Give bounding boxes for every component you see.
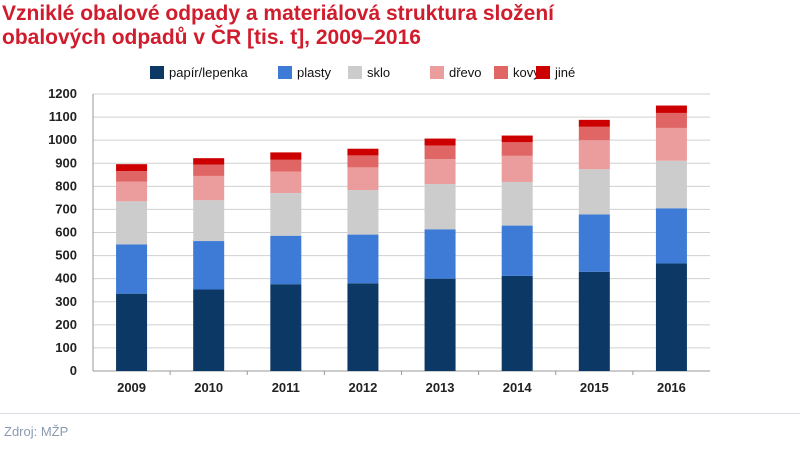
- x-tick-label: 2010: [194, 380, 223, 395]
- legend-label: papír/lepenka: [169, 65, 249, 80]
- bar-segment-sklo: [116, 201, 148, 245]
- bar-segment-papír/lepenka: [270, 284, 302, 371]
- legend-swatch: [494, 66, 508, 79]
- chart-title: Vzniklé obalové odpady a materiálová str…: [2, 2, 554, 50]
- bar-segment-sklo: [270, 193, 302, 236]
- legend-label: plasty: [297, 65, 331, 80]
- bar-segment-dřevo: [116, 181, 148, 202]
- bar-segment-sklo: [578, 169, 610, 215]
- legend-swatch: [536, 66, 550, 79]
- bar-segment-kovy: [347, 155, 379, 168]
- divider: [0, 413, 800, 414]
- bar-segment-dřevo: [270, 171, 302, 194]
- bar-segment-jiné: [655, 105, 687, 113]
- bar-segment-dřevo: [193, 175, 225, 201]
- title-line-1: Vzniklé obalové odpady a materiálová str…: [2, 2, 555, 25]
- y-tick-label: 300: [55, 294, 77, 309]
- bar-segment-jiné: [270, 152, 302, 160]
- legend-swatch: [348, 66, 362, 79]
- bar-segment-papír/lepenka: [424, 278, 456, 371]
- bar-segment-jiné: [193, 158, 225, 165]
- bar-segment-dřevo: [501, 155, 533, 182]
- bar-segment-plasty: [347, 234, 379, 284]
- x-tick-label: 2016: [657, 380, 686, 395]
- legend-label: sklo: [367, 65, 390, 80]
- bar-segment-plasty: [655, 208, 687, 264]
- legend-label: kovy: [513, 65, 540, 80]
- x-tick-label: 2012: [348, 380, 377, 395]
- stacked-bar-chart: 0 100 200 300 400 500 600 700 800 900 1000 1100 1200…: [48, 65, 710, 395]
- bar-segment-sklo: [655, 160, 687, 209]
- bar-segment-dřevo: [347, 167, 379, 191]
- bar-segment-kovy: [578, 126, 610, 141]
- bar-segment-sklo: [193, 200, 225, 242]
- bar-segment-jiné: [501, 135, 533, 143]
- bar-segment-plasty: [116, 244, 148, 294]
- y-tick-label: 200: [55, 317, 77, 332]
- bar-segment-sklo: [347, 190, 379, 235]
- y-tick-label: 700: [55, 201, 77, 216]
- legend-swatch: [430, 66, 444, 79]
- bar-segment-plasty: [193, 241, 225, 290]
- y-tick-label: 800: [55, 178, 77, 193]
- y-tick-label: 400: [55, 271, 77, 286]
- y-tick-label: 1100: [49, 109, 77, 124]
- bar-segment-papír/lepenka: [655, 263, 687, 371]
- legend-swatch: [150, 66, 164, 79]
- legend-swatch: [278, 66, 292, 79]
- bar-segment-kovy: [655, 112, 687, 128]
- bar-segment-papír/lepenka: [347, 283, 379, 371]
- x-tick-label: 2011: [272, 380, 300, 395]
- bar-segment-papír/lepenka: [501, 275, 533, 371]
- bar-segment-kovy: [116, 171, 148, 182]
- bar-segment-plasty: [501, 225, 533, 276]
- legend-label: jiné: [554, 65, 575, 80]
- bar-segment-papír/lepenka: [116, 293, 148, 371]
- y-tick-label: 600: [55, 225, 77, 240]
- y-tick-label: 100: [55, 340, 77, 355]
- y-tick-label: 1000: [48, 132, 77, 147]
- x-tick-label: 2013: [426, 380, 455, 395]
- y-tick-label: 500: [55, 248, 77, 263]
- bar-segment-jiné: [424, 138, 456, 146]
- bar-segment-dřevo: [424, 159, 456, 185]
- x-tick-label: 2014: [503, 380, 533, 395]
- bar-segment-kovy: [501, 142, 533, 156]
- bar-segment-dřevo: [578, 140, 610, 170]
- y-tick-label: 0: [70, 363, 77, 378]
- bar-segment-sklo: [501, 181, 533, 226]
- title-line-2: obalových odpadů v ČR [tis. t], 2009–201…: [2, 26, 421, 49]
- bar-segment-plasty: [578, 214, 610, 272]
- bar-segment-papír/lepenka: [193, 289, 225, 371]
- y-tick-label: 1200: [48, 86, 77, 101]
- bar-segment-plasty: [424, 229, 456, 279]
- bar-segment-kovy: [270, 159, 302, 172]
- source-note: Zdroj: MŽP: [4, 424, 69, 439]
- bar-segment-plasty: [270, 235, 302, 285]
- y-tick-label: 900: [55, 155, 77, 170]
- bar-segment-kovy: [424, 145, 456, 160]
- legend-label: dřevo: [449, 65, 482, 80]
- bar-segment-dřevo: [655, 127, 687, 161]
- x-tick-label: 2009: [117, 380, 146, 395]
- bar-segment-kovy: [193, 164, 225, 176]
- bar-segment-papír/lepenka: [578, 271, 610, 371]
- bar-segment-jiné: [347, 148, 379, 156]
- bar-segment-jiné: [578, 119, 610, 127]
- bar-segment-jiné: [116, 164, 148, 172]
- bar-segment-sklo: [424, 184, 456, 230]
- x-tick-label: 2015: [580, 380, 609, 395]
